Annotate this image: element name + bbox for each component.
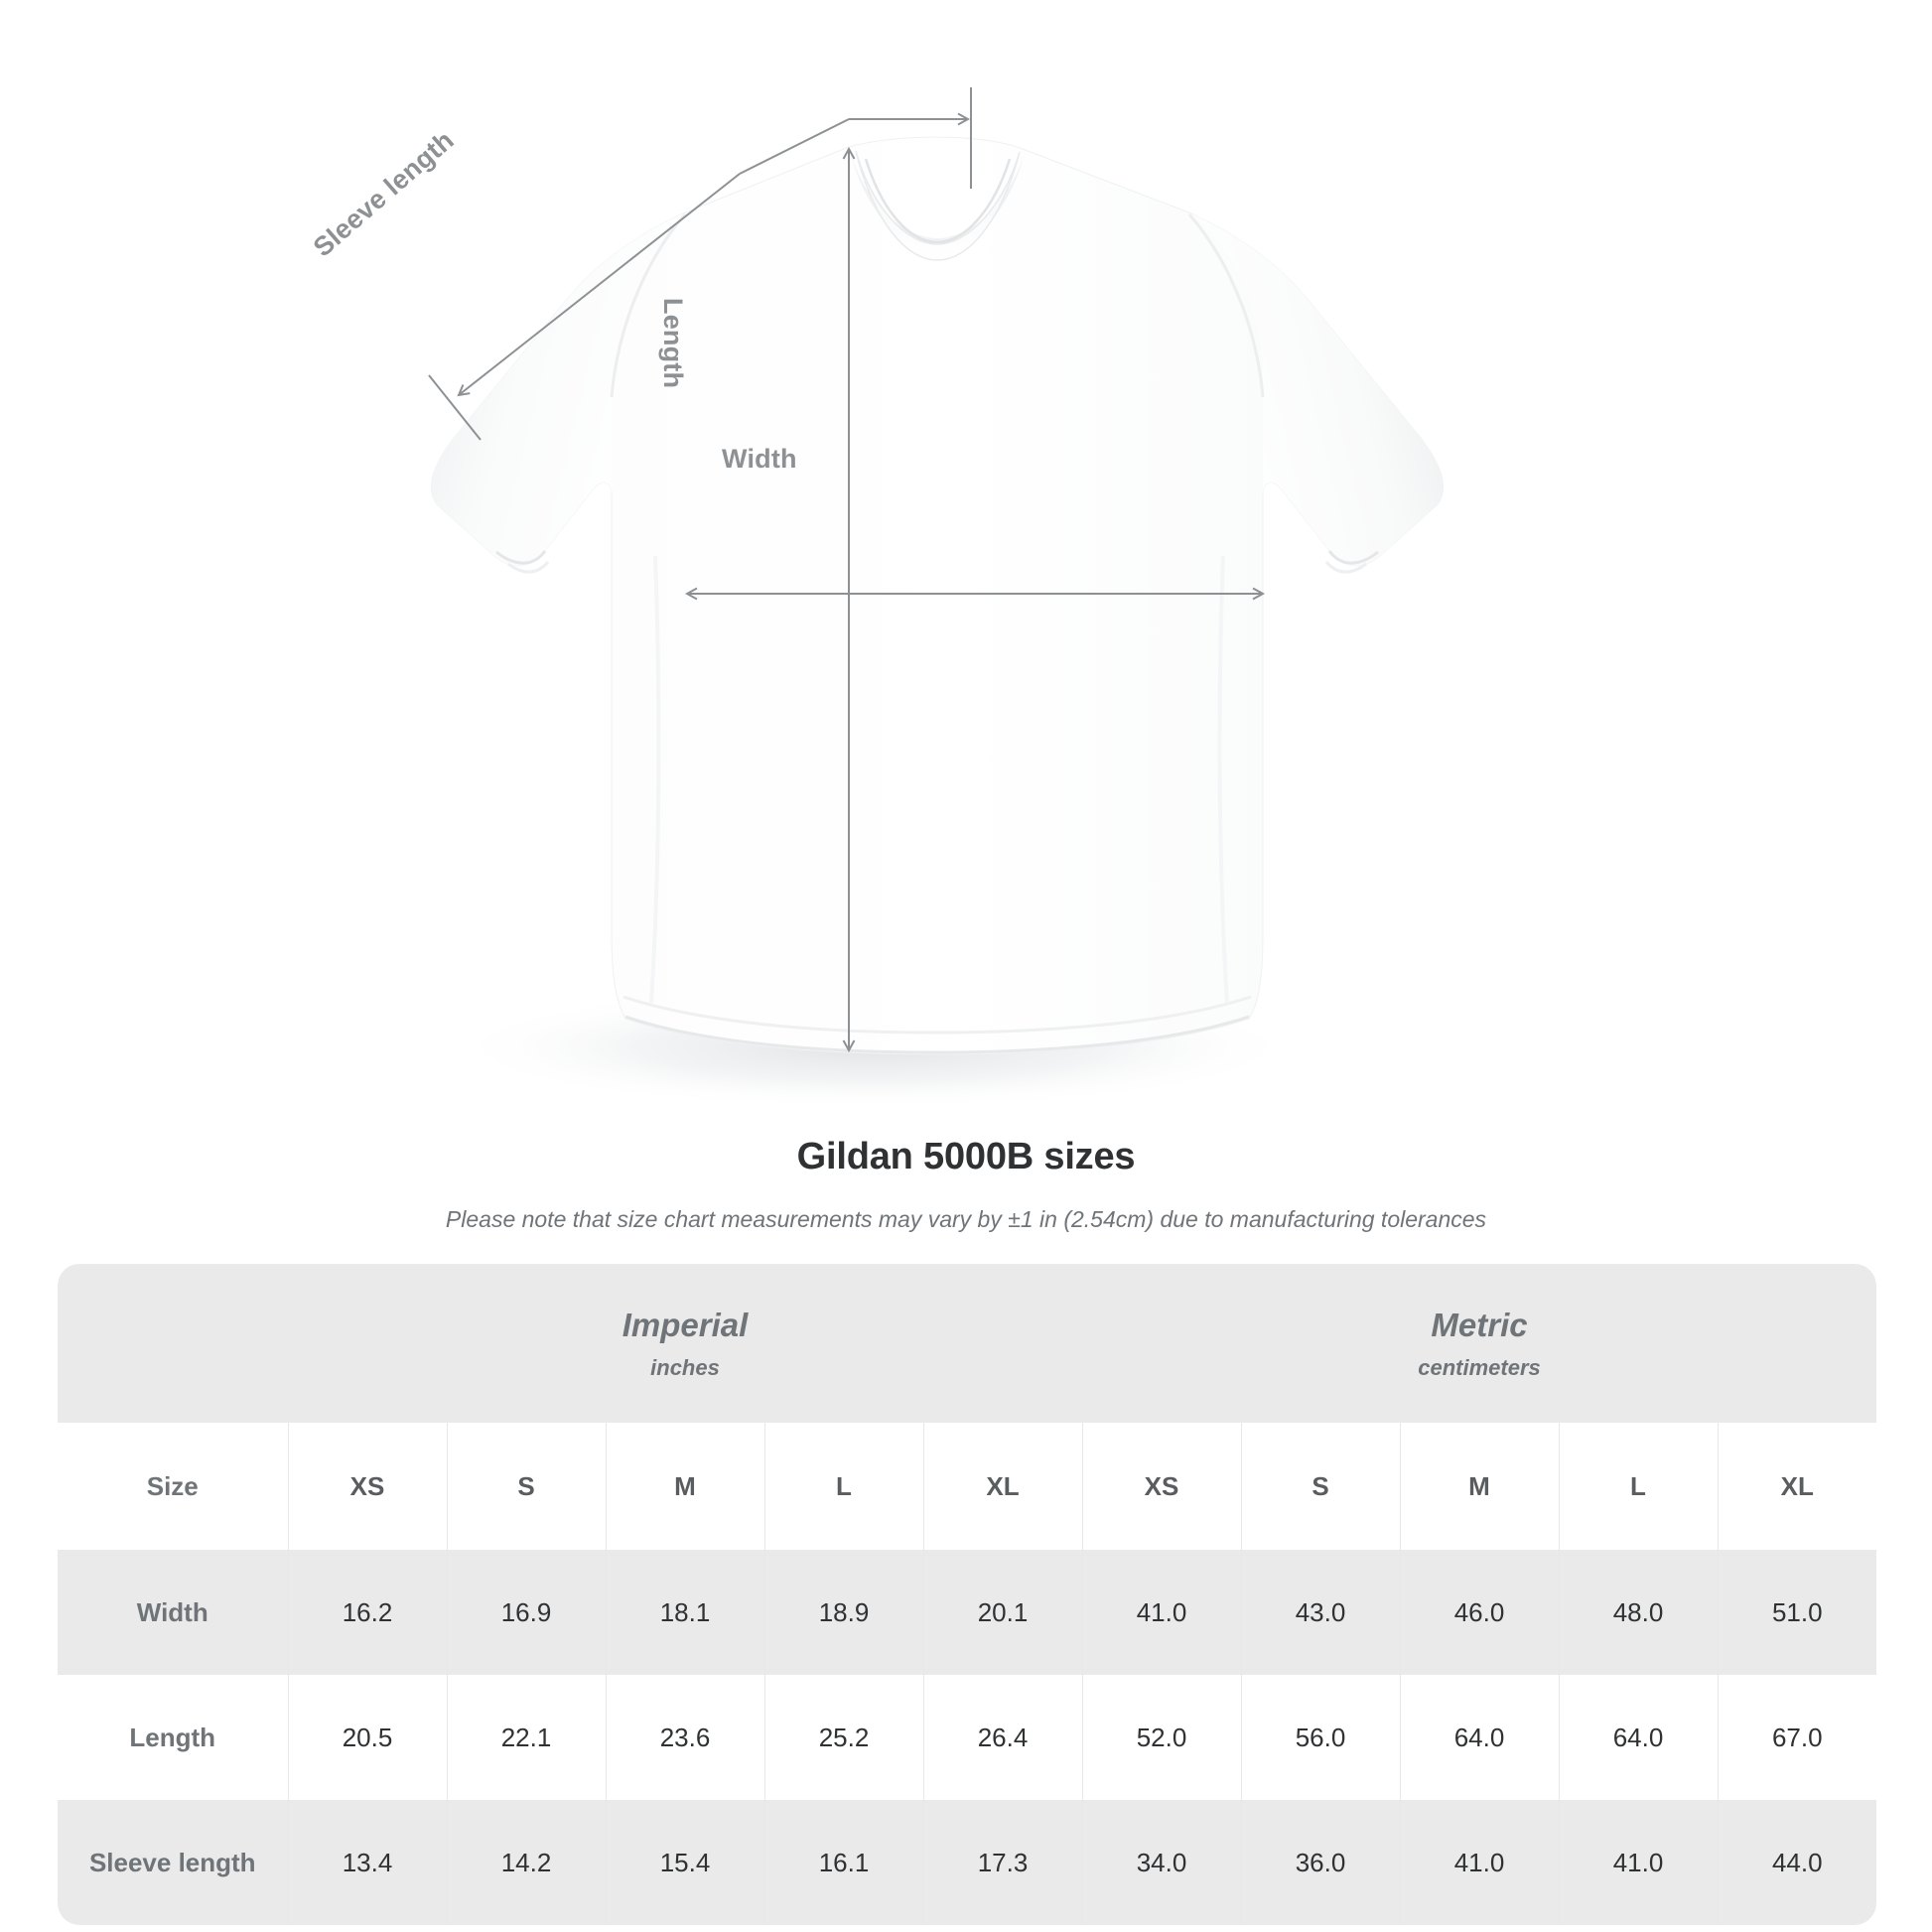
size-header-imperial-l: L — [763, 1423, 923, 1550]
cell-length-imperial-s: 22.1 — [446, 1675, 606, 1800]
row-label-sleeve-length: Sleeve length — [58, 1800, 288, 1925]
left-sleeve-hem-2 — [507, 560, 550, 574]
table-row: Length 20.5 22.1 23.6 25.2 26.4 52.0 56.… — [58, 1675, 1876, 1800]
cell-sleeve-imperial-l: 16.1 — [763, 1800, 923, 1925]
cell-length-metric-xl: 67.0 — [1717, 1675, 1876, 1800]
unit-group-imperial: Imperial inches — [288, 1264, 1082, 1423]
width-label: Width — [722, 444, 797, 474]
right-sleeve-hem-2 — [1324, 560, 1367, 574]
tshirt-measurement-diagram: Sleeve length Length Width — [308, 87, 1445, 1109]
chart-title-block: Gildan 5000B sizes Please note that size… — [0, 1136, 1932, 1233]
cell-length-imperial-xl: 26.4 — [922, 1675, 1082, 1800]
cell-width-imperial-xl: 20.1 — [922, 1550, 1082, 1675]
size-header-metric-xl: XL — [1717, 1423, 1876, 1550]
right-armhole-seam — [1187, 213, 1265, 398]
size-chart-table-wrap: Imperial inches Metric centimeters Size … — [58, 1264, 1876, 1925]
unit-group-metric-name: Metric — [1431, 1307, 1528, 1344]
cell-length-imperial-m: 23.6 — [605, 1675, 764, 1800]
unit-group-header-row: Imperial inches Metric centimeters — [58, 1264, 1876, 1423]
unit-group-spacer — [58, 1264, 288, 1423]
unit-group-imperial-name: Imperial — [621, 1307, 749, 1344]
shirt-body-silhouette — [430, 136, 1445, 1055]
sleeve-length-dimension — [428, 87, 972, 441]
unit-group-imperial-sub: inches — [650, 1355, 720, 1381]
cell-sleeve-imperial-m: 15.4 — [605, 1800, 764, 1925]
length-label: Length — [658, 298, 688, 389]
size-header-imperial-m: M — [605, 1423, 764, 1550]
cell-width-metric-xl: 51.0 — [1717, 1550, 1876, 1675]
size-chart-table: Imperial inches Metric centimeters Size … — [58, 1264, 1876, 1925]
cell-width-imperial-l: 18.9 — [763, 1550, 923, 1675]
table-row: Width 16.2 16.9 18.1 18.9 20.1 41.0 43.0… — [58, 1550, 1876, 1675]
cell-sleeve-imperial-s: 14.2 — [446, 1800, 606, 1925]
neckline-inner-edge — [864, 158, 1012, 244]
size-header-metric-m: M — [1399, 1423, 1559, 1550]
fabric-fold-right — [1217, 555, 1229, 1004]
size-header-imperial-s: S — [446, 1423, 606, 1550]
cell-width-imperial-m: 18.1 — [605, 1550, 764, 1675]
cell-width-metric-l: 48.0 — [1558, 1550, 1718, 1675]
unit-group-metric-sub: centimeters — [1418, 1355, 1541, 1381]
cell-sleeve-metric-xs: 34.0 — [1081, 1800, 1241, 1925]
left-armhole-seam — [610, 213, 687, 398]
size-header-imperial-xl: XL — [922, 1423, 1082, 1550]
cell-sleeve-imperial-xl: 17.3 — [922, 1800, 1082, 1925]
tolerance-note: Please note that size chart measurements… — [445, 1205, 1487, 1232]
collar-band — [855, 150, 1021, 261]
right-sleeve — [1191, 213, 1444, 566]
cell-width-imperial-xs: 16.2 — [287, 1550, 447, 1675]
right-sleeve-hem — [1327, 550, 1379, 565]
left-sleeve-hem — [495, 550, 547, 565]
unit-group-metric: Metric centimeters — [1082, 1264, 1876, 1423]
bottom-hem — [624, 1015, 1250, 1054]
cell-sleeve-metric-s: 36.0 — [1240, 1800, 1400, 1925]
size-header-metric-l: L — [1558, 1423, 1718, 1550]
cell-length-imperial-xs: 20.5 — [287, 1675, 447, 1800]
cell-width-imperial-s: 16.9 — [446, 1550, 606, 1675]
cell-length-metric-s: 56.0 — [1240, 1675, 1400, 1800]
cell-length-metric-l: 64.0 — [1558, 1675, 1718, 1800]
cell-sleeve-metric-l: 41.0 — [1558, 1800, 1718, 1925]
cell-length-metric-xs: 52.0 — [1081, 1675, 1241, 1800]
table-row: Sleeve length 13.4 14.2 15.4 16.1 17.3 3… — [58, 1800, 1876, 1925]
cell-length-imperial-l: 25.2 — [763, 1675, 923, 1800]
cell-length-metric-m: 64.0 — [1399, 1675, 1559, 1800]
row-label-width: Width — [58, 1550, 288, 1675]
row-label-length: Length — [58, 1675, 288, 1800]
size-header-imperial-xs: XS — [287, 1423, 447, 1550]
size-header-metric-xs: XS — [1081, 1423, 1241, 1550]
cell-width-metric-m: 46.0 — [1399, 1550, 1559, 1675]
cell-sleeve-imperial-xs: 13.4 — [287, 1800, 447, 1925]
cell-sleeve-metric-xl: 44.0 — [1717, 1800, 1876, 1925]
page-title: Gildan 5000B sizes — [796, 1136, 1136, 1177]
cell-width-metric-xs: 41.0 — [1081, 1550, 1241, 1675]
fabric-fold-left — [649, 555, 661, 1004]
size-header-row: Size XS S M L XL XS S M L XL — [58, 1423, 1876, 1550]
left-sleeve — [431, 213, 683, 566]
bottom-hem-2 — [622, 995, 1252, 1035]
cell-width-metric-s: 43.0 — [1240, 1550, 1400, 1675]
size-header-label: Size — [58, 1423, 288, 1550]
tshirt-illustration — [428, 87, 1445, 1109]
cell-sleeve-metric-m: 41.0 — [1399, 1800, 1559, 1925]
size-header-metric-s: S — [1240, 1423, 1400, 1550]
